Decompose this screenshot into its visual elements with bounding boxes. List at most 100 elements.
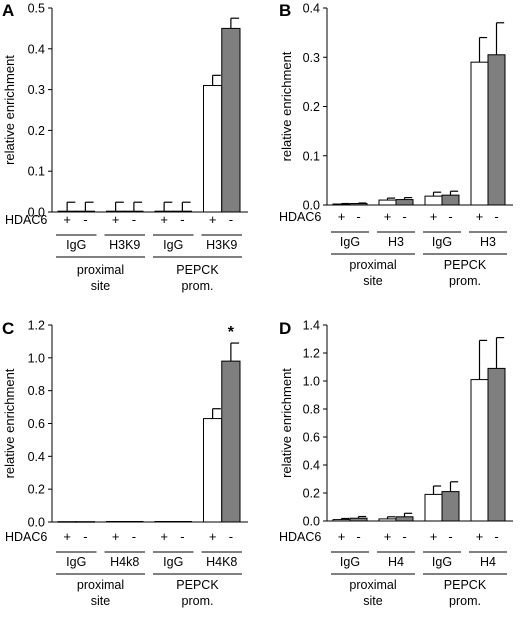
bar <box>172 521 192 523</box>
row-label: HDAC6 <box>279 530 321 544</box>
bar <box>395 516 414 522</box>
antibody-label: IgG <box>432 235 452 249</box>
y-tick-label: 0.6 <box>303 431 320 445</box>
y-tick-label: 0.4 <box>28 450 45 464</box>
bar <box>221 360 241 523</box>
y-tick-label: 0.3 <box>303 51 320 65</box>
y-tick-label: 1.0 <box>28 351 45 365</box>
treatment-sign: + <box>112 529 120 544</box>
bar <box>378 518 397 522</box>
y-tick-label: 1.2 <box>303 347 320 361</box>
y-axis-title: relative enrichment <box>2 368 17 478</box>
site-label: PEPCK prom. <box>444 578 487 608</box>
treatment-sign: + <box>430 209 438 224</box>
treatment-sign: - <box>229 212 233 227</box>
bar <box>349 517 368 522</box>
treatment-sign: + <box>112 212 120 227</box>
antibody-label: H4k8 <box>110 555 139 569</box>
treatment-sign: + <box>160 529 168 544</box>
treatment-sign: - <box>132 212 136 227</box>
bar <box>124 521 144 523</box>
treatment-sign: + <box>476 529 484 544</box>
bar <box>203 418 223 523</box>
bar <box>395 199 414 206</box>
y-axis-title: relative enrichment <box>2 55 17 165</box>
treatment-sign: - <box>402 529 406 544</box>
y-tick-label: 0.0 <box>303 199 320 213</box>
treatment-sign: - <box>448 529 452 544</box>
row-label: HDAC6 <box>279 210 321 224</box>
bar <box>332 519 351 522</box>
treatment-sign: - <box>494 209 498 224</box>
significance-marker: * <box>228 324 235 341</box>
bar <box>75 521 95 523</box>
treatment-sign: - <box>402 209 406 224</box>
treatment-sign: + <box>476 209 484 224</box>
antibody-label: H4 <box>480 555 496 569</box>
bar <box>154 521 174 523</box>
y-tick-label: 0.1 <box>28 165 45 179</box>
bar <box>57 521 77 523</box>
antibody-label: H3 <box>388 235 404 249</box>
y-tick-label: 0.4 <box>303 2 320 16</box>
treatment-sign: + <box>430 529 438 544</box>
y-tick-label: 1.2 <box>28 319 45 333</box>
treatment-sign: + <box>63 212 71 227</box>
row-label: HDAC6 <box>5 213 47 227</box>
site-label: proximal site <box>77 263 124 293</box>
treatment-sign: - <box>494 529 498 544</box>
bar <box>332 203 351 206</box>
y-tick-label: 0.2 <box>28 483 45 497</box>
antibody-label: H3K9 <box>109 238 140 252</box>
bar <box>470 379 489 522</box>
y-tick-label: 0.8 <box>303 403 320 417</box>
bar <box>424 195 443 206</box>
treatment-sign: + <box>63 529 71 544</box>
row-label: HDAC6 <box>5 530 47 544</box>
panel-letter: B <box>279 1 291 20</box>
bar <box>441 194 460 206</box>
treatment-sign: + <box>384 209 392 224</box>
bar <box>349 203 368 206</box>
y-tick-label: 0.0 <box>303 515 320 529</box>
y-tick-label: 0.3 <box>28 83 45 97</box>
bar <box>424 493 443 522</box>
treatment-sign: - <box>229 529 233 544</box>
site-label: proximal site <box>349 258 396 288</box>
y-axis-title: relative enrichment <box>279 368 294 478</box>
antibody-label: H4 <box>388 555 404 569</box>
y-tick-label: 0.8 <box>28 384 45 398</box>
y-tick-label: 0.2 <box>303 487 320 501</box>
site-label: PEPCK prom. <box>176 578 219 608</box>
antibody-label: IgG <box>340 235 360 249</box>
antibody-label: IgG <box>340 555 360 569</box>
panel-letter: D <box>279 319 291 338</box>
y-tick-label: 0.6 <box>28 417 45 431</box>
bar <box>441 491 460 522</box>
y-tick-label: 0.4 <box>28 42 45 56</box>
bar <box>470 61 489 206</box>
treatment-sign: + <box>338 529 346 544</box>
treatment-sign: - <box>448 209 452 224</box>
antibody-label: IgG <box>432 555 452 569</box>
bar <box>378 199 397 206</box>
treatment-sign: + <box>384 529 392 544</box>
y-tick-label: 0.5 <box>28 2 45 16</box>
y-tick-label: 1.0 <box>303 375 320 389</box>
bar <box>203 85 223 213</box>
antibody-label: IgG <box>163 238 183 252</box>
treatment-sign: - <box>356 209 360 224</box>
bar <box>221 27 241 213</box>
antibody-label: H3 <box>480 235 496 249</box>
treatment-sign: - <box>132 529 136 544</box>
treatment-sign: - <box>180 212 184 227</box>
treatment-sign: + <box>209 212 217 227</box>
y-tick-label: 0.2 <box>28 124 45 138</box>
site-label: PEPCK prom. <box>176 263 219 293</box>
antibody-label: IgG <box>66 238 86 252</box>
